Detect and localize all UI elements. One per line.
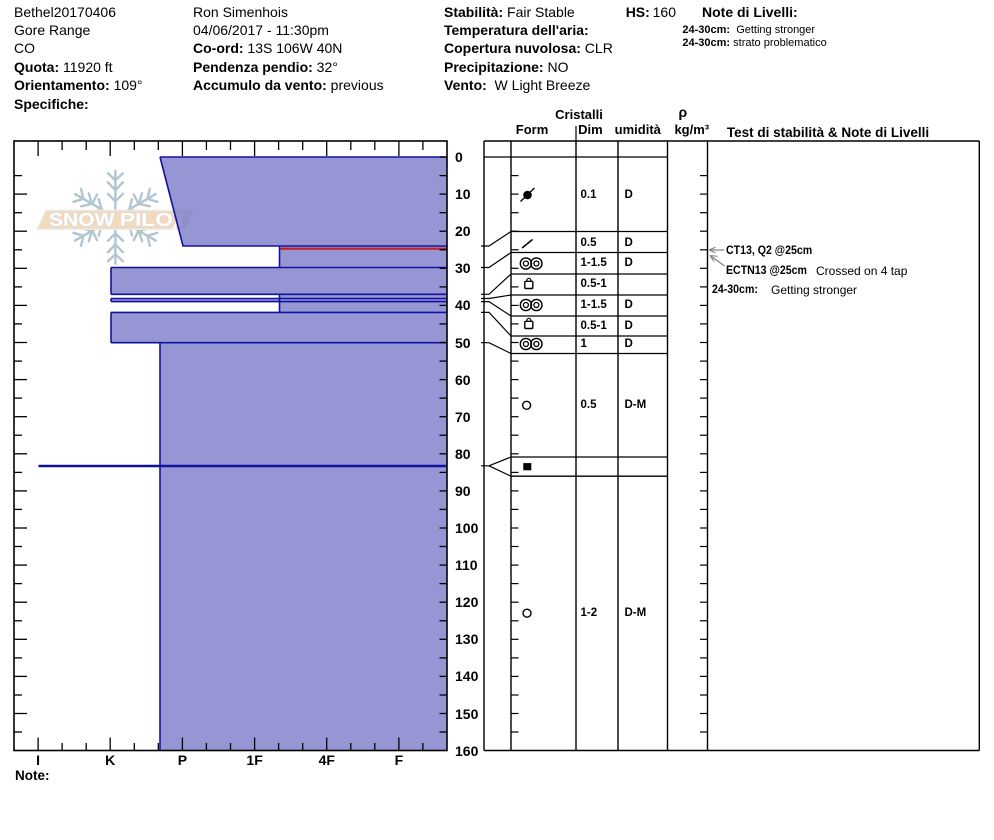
svg-text:SNOW: SNOW <box>49 210 115 230</box>
svg-text:PILOT: PILOT <box>120 210 187 230</box>
